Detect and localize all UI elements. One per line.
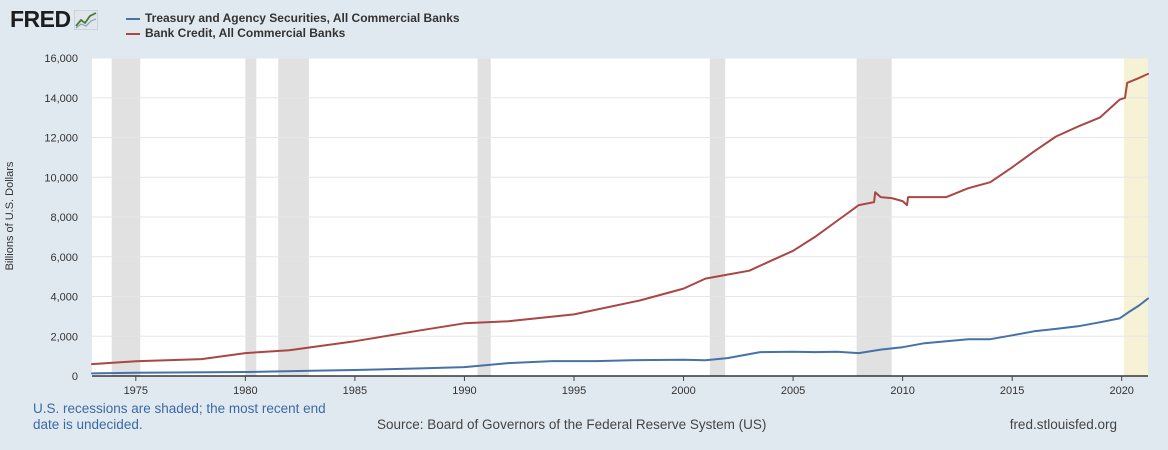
x-tick-label: 2005 bbox=[781, 385, 805, 397]
x-tick-label: 1995 bbox=[562, 385, 586, 397]
y-tick-label: 16,000 bbox=[44, 53, 78, 65]
source-text: Source: Board of Governors of the Federa… bbox=[377, 417, 767, 432]
legend-label-treasury: Treasury and Agency Securities, All Comm… bbox=[145, 11, 460, 25]
x-tick-label: 2015 bbox=[1000, 385, 1024, 397]
x-tick-label: 1980 bbox=[233, 385, 257, 397]
y-tick-label: 14,000 bbox=[44, 93, 78, 105]
y-tick-label: 6,000 bbox=[50, 252, 78, 264]
x-tick-label: 1975 bbox=[124, 385, 148, 397]
chart-legend: Treasury and Agency Securities, All Comm… bbox=[126, 11, 460, 41]
fred-url-link[interactable]: fred.stlouisfed.org bbox=[1009, 417, 1117, 432]
legend-label-bank-credit: Bank Credit, All Commercial Banks bbox=[145, 26, 346, 40]
line-chart[interactable]: 0 2,000 4,000 6,000 8,000 10,000 12,000 14,000 1… bbox=[0, 0, 1168, 400]
x-tick-label: 2020 bbox=[1109, 385, 1133, 397]
legend-swatch-treasury bbox=[126, 17, 140, 20]
mini-chart-icon bbox=[73, 9, 98, 30]
y-tick-label: 4,000 bbox=[50, 292, 78, 304]
recession-note: U.S. recessions are shaded; the most rec… bbox=[33, 401, 326, 432]
y-tick-label: 0 bbox=[72, 371, 78, 383]
x-tick-label: 1990 bbox=[452, 385, 476, 397]
fred-logo[interactable]: FRED bbox=[10, 6, 98, 33]
legend-swatch-bank-credit bbox=[126, 32, 140, 35]
y-tick-label: 2,000 bbox=[50, 331, 78, 343]
y-tick-label: 12,000 bbox=[44, 133, 78, 145]
fred-logo-text: FRED bbox=[10, 6, 71, 32]
series-line-treasury[interactable] bbox=[91, 297, 1149, 375]
y-tick-label: 8,000 bbox=[50, 212, 78, 224]
x-tick-label: 2010 bbox=[890, 385, 914, 397]
legend-item-bank-credit[interactable]: Bank Credit, All Commercial Banks bbox=[126, 26, 460, 41]
y-tick-label: 10,000 bbox=[44, 172, 78, 184]
series-line-bank-credit[interactable] bbox=[91, 72, 1149, 366]
x-tick-label: 1985 bbox=[343, 385, 367, 397]
x-tick-label: 2000 bbox=[671, 385, 695, 397]
legend-item-treasury[interactable]: Treasury and Agency Securities, All Comm… bbox=[126, 11, 460, 26]
